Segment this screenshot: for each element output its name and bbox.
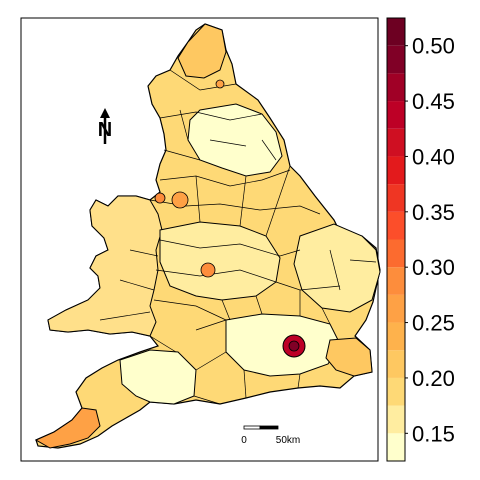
legend-bin: [387, 128, 405, 157]
legend-label: 0.20: [412, 366, 455, 391]
legend-bin: [387, 267, 405, 295]
legend-label: 0.25: [412, 311, 455, 336]
north-arrow: N: [98, 108, 112, 144]
legend-bin: [387, 156, 405, 185]
birmingham-area: [200, 262, 216, 278]
legend-label: 0.30: [412, 255, 455, 280]
legend-bin: [387, 433, 405, 461]
region-map: [34, 23, 381, 449]
legend: 0.15 0.20 0.25 0.30 0.35 0.40 0.45 0.50: [386, 17, 455, 462]
cornwall-area: [34, 407, 101, 449]
scale-bar-start: 0: [241, 435, 247, 446]
scale-bar-end: 50km: [276, 435, 300, 446]
legend-label: 0.45: [412, 89, 455, 114]
legend-bin: [387, 45, 405, 74]
kent-area: [325, 337, 373, 377]
legend-bin: [387, 211, 405, 240]
london-core: [288, 340, 300, 352]
legend-bin: [387, 101, 405, 129]
east-anglia-area: [293, 223, 381, 313]
legend-bin: [387, 405, 405, 434]
north-arrow-label: N: [98, 119, 112, 141]
liverpool-area: [154, 192, 166, 204]
south-west-area: [119, 349, 197, 405]
manchester-area: [171, 191, 189, 209]
cumbria-area: [177, 23, 227, 79]
legend-frame: [386, 17, 406, 462]
legend-bin: [387, 322, 405, 351]
legend-label: 0.50: [412, 34, 455, 59]
legend-label: 0.40: [412, 144, 455, 169]
legend-label: 0.35: [412, 200, 455, 225]
newcastle-area: [215, 79, 225, 89]
district-boundaries: [99, 69, 377, 405]
legend-bin: [387, 73, 405, 102]
legend-bin: [387, 18, 405, 46]
legend-bin: [387, 350, 405, 378]
legend-bin: [387, 294, 405, 323]
legend-bin: [387, 239, 405, 268]
legend-label: 0.15: [412, 421, 455, 446]
scale-bar: 0 50km: [241, 425, 300, 446]
wales-area: [47, 195, 163, 337]
legend-bin: [387, 184, 405, 212]
midlands-area: [159, 221, 281, 301]
legend-bin: [387, 377, 405, 406]
yorkshire-area: [187, 103, 283, 177]
